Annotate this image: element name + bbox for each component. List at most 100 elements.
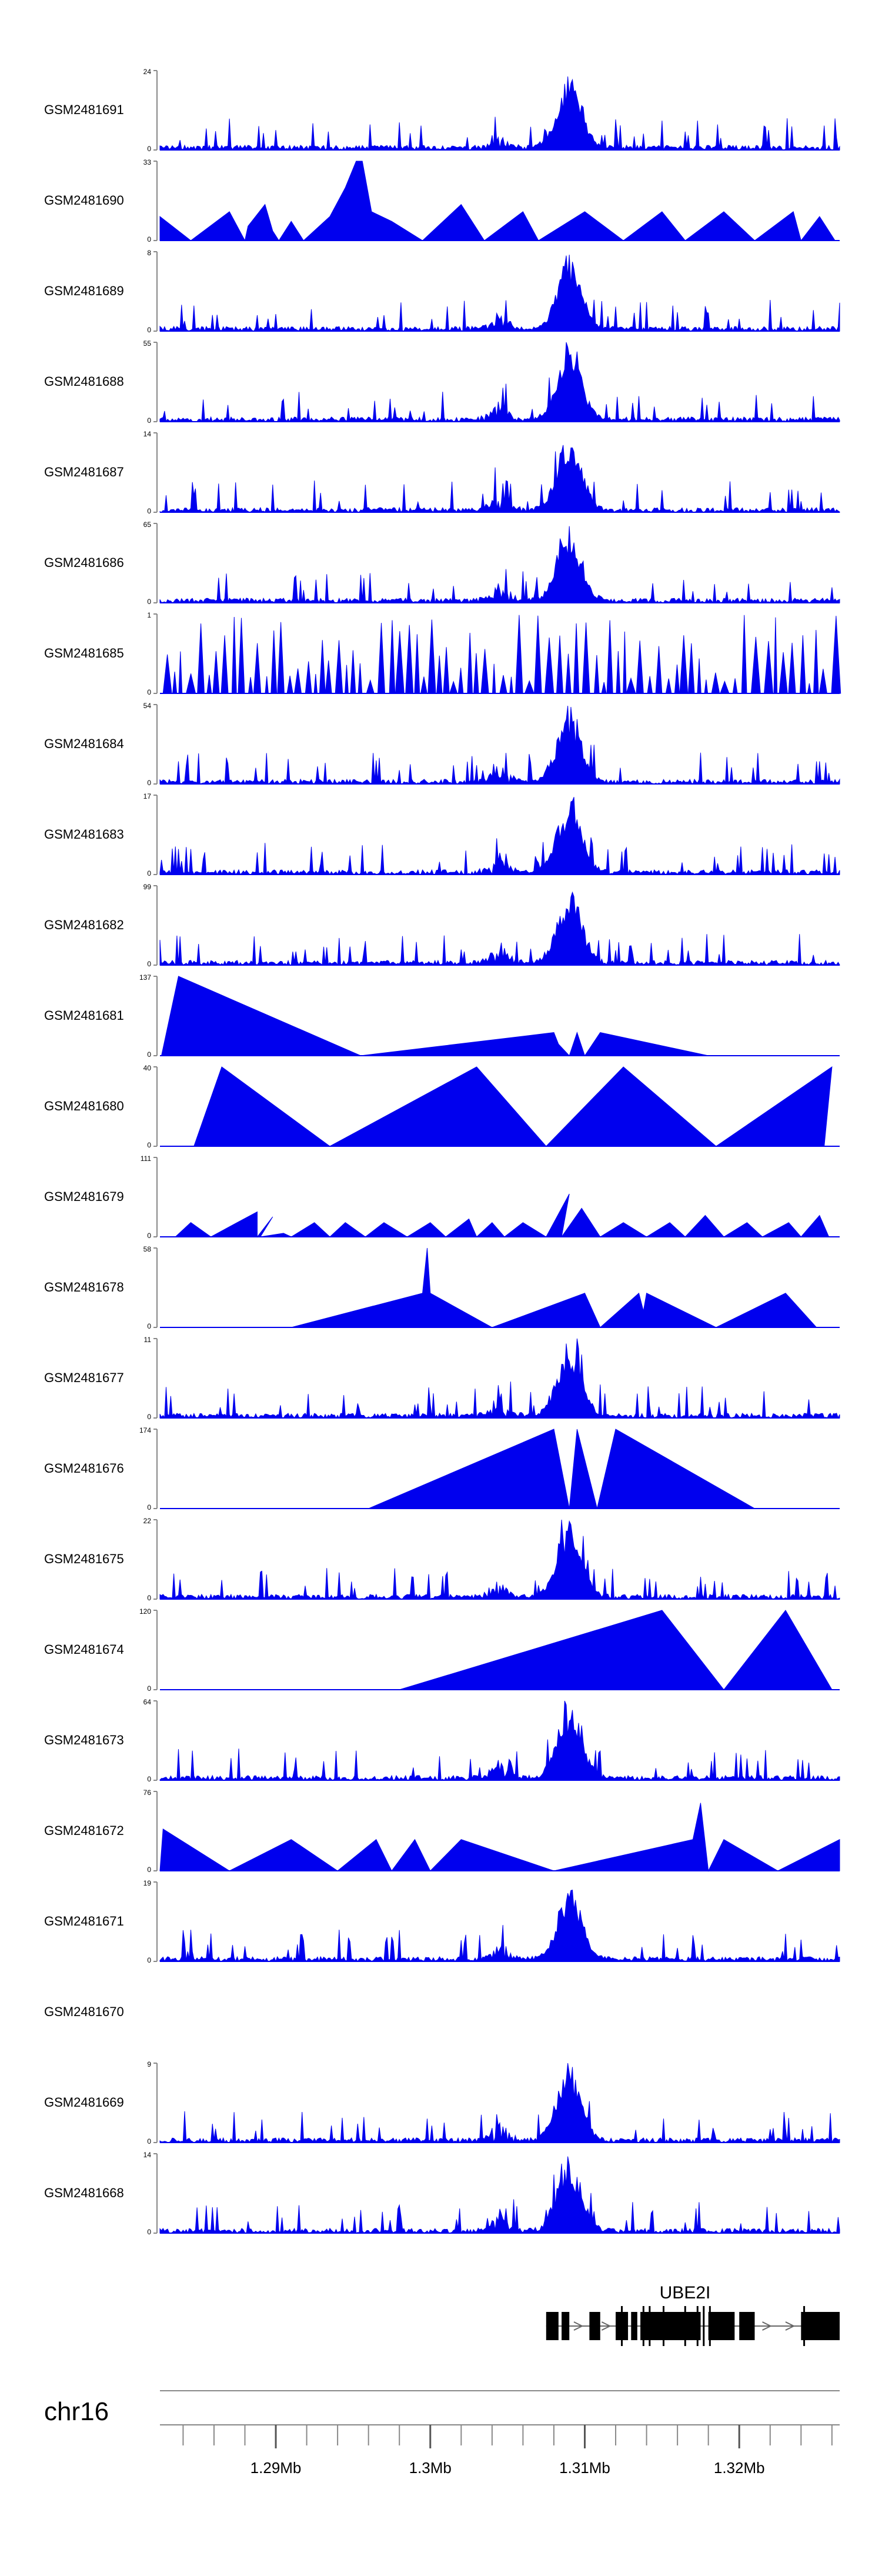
track-GSM2481681: GSM2481681 137 0: [44, 973, 840, 1059]
signal-area: [291, 1247, 817, 1328]
gene-exon: [631, 2312, 637, 2340]
genomic-axis: chr16 1.29Mb 1.3Mb 1.31Mb 1.32Mb: [44, 2390, 840, 2477]
signal-area: [159, 797, 840, 876]
track-label: GSM2481684: [44, 736, 124, 751]
y-min-label: 0: [147, 1956, 151, 1964]
y-min-label: 0: [147, 416, 151, 425]
track-GSM2481685: GSM2481685 1 0: [44, 611, 841, 696]
gene-label: UBE2I: [660, 2283, 711, 2303]
y-min-label: 0: [147, 960, 151, 968]
track-GSM2481668: GSM2481668 14 0: [44, 2151, 840, 2236]
strand-arrow: [762, 2321, 772, 2331]
y-min-label: 0: [147, 779, 151, 787]
signal-area: [159, 526, 840, 604]
y-max-label: 40: [143, 1064, 152, 1072]
axis-tick-label: 1.29Mb: [250, 2459, 302, 2477]
y-max-label: 17: [143, 792, 152, 800]
track-GSM2481679: GSM2481679 111 0: [44, 1154, 840, 1240]
track-GSM2481691: GSM2481691 24 0: [44, 68, 840, 153]
y-max-label: 64: [143, 1698, 152, 1706]
track-GSM2481669: GSM2481669 9 0: [44, 2060, 840, 2145]
gene-exon: [546, 2312, 559, 2340]
track-label: GSM2481668: [44, 2185, 124, 2200]
track-GSM2481677: GSM2481677 11 0: [44, 1336, 840, 1421]
y-min-label: 0: [147, 869, 151, 877]
y-max-label: 33: [143, 158, 152, 166]
y-min-label: 0: [147, 1322, 151, 1330]
track-label: GSM2481683: [44, 827, 124, 842]
chromosome-label: chr16: [44, 2397, 109, 2426]
track-label: GSM2481686: [44, 555, 124, 570]
y-max-label: 24: [143, 68, 152, 76]
signal-area: [159, 2063, 840, 2144]
track-label: GSM2481672: [44, 1823, 124, 1838]
y-max-label: 99: [143, 883, 152, 891]
track-label: GSM2481680: [44, 1099, 124, 1113]
signal-area: [159, 1700, 840, 1781]
track-GSM2481674: GSM2481674 120 0: [44, 1607, 840, 1693]
signal-area: [159, 445, 840, 513]
signal-area: [159, 342, 840, 423]
y-max-label: 120: [139, 1607, 151, 1616]
signal-area: [159, 1889, 840, 1963]
y-min-label: 0: [147, 2228, 151, 2236]
track-label: GSM2481675: [44, 1551, 124, 1566]
signal-area: [159, 161, 836, 242]
y-min-label: 0: [147, 145, 151, 153]
track-label: GSM2481681: [44, 1008, 124, 1023]
signal-area: [159, 1338, 840, 1419]
track-GSM2481682: GSM2481682 99 0: [44, 883, 840, 968]
track-label: GSM2481682: [44, 917, 124, 932]
axis-tick-label: 1.32Mb: [714, 2459, 765, 2477]
signal-area: [159, 706, 840, 785]
signal-area: [160, 615, 841, 694]
track-label: GSM2481688: [44, 374, 124, 389]
y-max-label: 58: [143, 1245, 152, 1253]
track-label: GSM2481685: [44, 646, 124, 660]
track-GSM2481690: GSM2481690 33 0: [44, 158, 840, 243]
gene-exon: [562, 2312, 570, 2340]
y-min-label: 0: [147, 1594, 151, 1602]
y-min-label: 0: [147, 2137, 151, 2145]
signal-area: [368, 1429, 756, 1509]
track-GSM2481687: GSM2481687 14 0: [44, 430, 840, 515]
track-GSM2481678: GSM2481678 58 0: [44, 1245, 840, 1330]
y-max-label: 8: [147, 249, 151, 257]
signal-area: [161, 976, 709, 1057]
strand-arrow: [573, 2321, 584, 2331]
y-max-label: 11: [144, 1336, 152, 1344]
y-max-label: 174: [139, 1426, 151, 1434]
gene-exon: [801, 2312, 840, 2340]
signal-area: [159, 2156, 840, 2234]
y-min-label: 0: [147, 1775, 151, 1783]
track-GSM2481684: GSM2481684 54 0: [44, 702, 840, 787]
track-label: GSM2481679: [44, 1189, 124, 1204]
gene-track: UBE2I: [546, 2283, 840, 2346]
track-label: GSM2481677: [44, 1370, 124, 1385]
track-GSM2481671: GSM2481671 19 0: [44, 1879, 840, 1964]
signal-tracks: GSM2481691240GSM2481690330GSM248168980GS…: [44, 68, 841, 2236]
track-label: GSM2481691: [44, 102, 124, 117]
signal-area: [159, 76, 840, 151]
y-max-label: 1: [147, 611, 151, 619]
track-label: GSM2481669: [44, 2095, 124, 2110]
y-min-label: 0: [147, 1503, 151, 1511]
track-GSM2481688: GSM2481688 55 0: [44, 339, 840, 425]
y-min-label: 0: [147, 688, 151, 696]
track-label: GSM2481673: [44, 1733, 124, 1747]
y-max-label: 22: [143, 1517, 152, 1525]
y-min-label: 0: [147, 1413, 151, 1421]
strand-arrow: [601, 2321, 612, 2331]
y-min-label: 0: [147, 507, 151, 515]
signal-area: [159, 1803, 840, 1872]
y-min-label: 0: [147, 1684, 151, 1693]
track-GSM2481675: GSM2481675 22 0: [44, 1517, 840, 1602]
y-min-label: 0: [147, 1232, 151, 1240]
axis-tick-label: 1.31Mb: [559, 2459, 610, 2477]
y-max-label: 55: [143, 339, 152, 348]
y-max-label: 9: [147, 2060, 151, 2068]
track-GSM2481673: GSM2481673 64 0: [44, 1698, 840, 1783]
track-label: GSM2481687: [44, 465, 124, 479]
gene-exon: [739, 2312, 755, 2340]
gene-exon: [589, 2312, 600, 2340]
